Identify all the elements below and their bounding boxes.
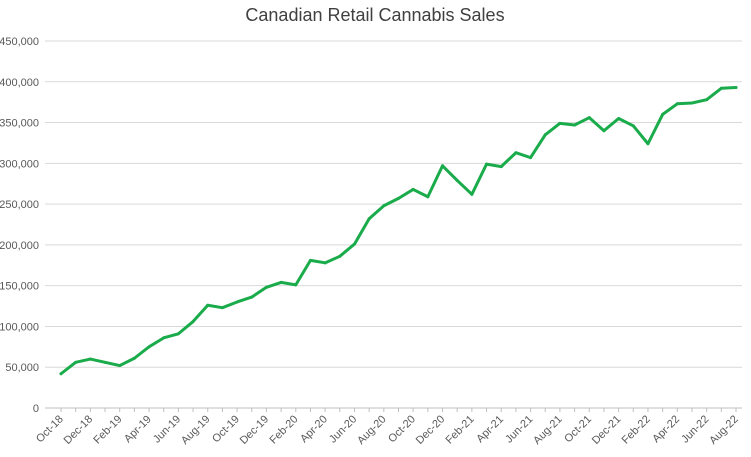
y-tick-label: 350,000: [0, 118, 39, 130]
y-tick-label: 450,000: [0, 36, 39, 48]
data-point: [573, 123, 577, 127]
x-tick-label: Oct-19: [210, 413, 242, 445]
y-tick-label: 400,000: [0, 77, 39, 89]
x-tick-label: Feb-19: [91, 413, 124, 446]
x-tick-label: Apr-21: [474, 413, 506, 445]
data-point: [587, 116, 591, 120]
x-tick-label: Jun-19: [151, 413, 183, 445]
data-point: [294, 283, 298, 287]
data-point: [235, 300, 239, 304]
x-tick-label: Feb-22: [620, 413, 653, 446]
data-point: [352, 242, 356, 246]
data-point: [191, 320, 195, 324]
data-point: [59, 372, 63, 376]
series-line: [59, 85, 738, 376]
data-point: [675, 102, 679, 106]
data-point: [132, 356, 136, 360]
data-point: [441, 164, 445, 168]
x-tick-label: Dec-19: [238, 413, 272, 447]
series: [59, 85, 738, 376]
x-tick-label: Aug-22: [707, 413, 741, 447]
data-point: [661, 112, 665, 116]
data-point: [485, 162, 489, 166]
x-tick-labels: Oct-18Dec-18Feb-19Apr-19Jun-19Aug-19Oct-…: [34, 413, 741, 447]
data-point: [308, 258, 312, 262]
data-point: [529, 156, 533, 160]
data-point: [705, 98, 709, 102]
data-point: [397, 196, 400, 200]
data-point: [162, 336, 166, 340]
y-tick-label: 250,000: [0, 199, 39, 211]
y-tick-label: 50,000: [5, 362, 39, 374]
x-tick-label: Apr-20: [298, 413, 330, 445]
data-point: [734, 85, 738, 89]
data-point: [690, 101, 694, 105]
data-point: [220, 306, 224, 310]
data-point: [543, 133, 547, 137]
data-point: [103, 360, 107, 364]
y-tick-label: 0: [33, 403, 39, 415]
data-point: [499, 165, 503, 169]
y-tick-label: 100,000: [0, 321, 39, 333]
data-point: [338, 254, 342, 258]
x-tick-label: Aug-21: [531, 413, 565, 447]
x-tick-label: Aug-19: [179, 413, 213, 447]
x-tick-label: Dec-20: [414, 413, 448, 447]
axes: [45, 407, 742, 412]
data-point: [264, 285, 268, 289]
x-tick-label: Apr-22: [650, 413, 682, 445]
data-point: [323, 261, 327, 265]
x-tick-label: Jun-22: [679, 413, 711, 445]
data-point: [514, 151, 518, 155]
x-tick-label: Dec-21: [590, 413, 624, 447]
y-tick-label: 300,000: [0, 158, 39, 170]
x-tick-label: Apr-19: [122, 413, 154, 445]
data-point: [118, 364, 122, 368]
data-point: [279, 280, 283, 284]
data-point: [719, 86, 723, 90]
data-point: [176, 332, 180, 336]
x-tick-label: Dec-18: [62, 413, 96, 447]
x-tick-label: Aug-20: [355, 413, 389, 447]
y-tick-label: 150,000: [0, 281, 39, 293]
data-point: [602, 129, 606, 133]
gridlines: [45, 40, 742, 368]
data-point: [426, 195, 430, 199]
x-tick-label: Oct-20: [386, 413, 418, 445]
x-tick-label: Jun-20: [327, 413, 359, 445]
x-tick-label: Feb-20: [267, 413, 300, 446]
x-tick-label: Feb-21: [444, 413, 477, 446]
data-point: [455, 178, 459, 182]
data-point: [367, 217, 371, 221]
chart-title: Canadian Retail Cannabis Sales: [245, 5, 504, 25]
data-point: [558, 121, 562, 125]
data-point: [617, 116, 621, 120]
data-point: [250, 295, 254, 299]
data-point: [631, 124, 635, 128]
data-point: [206, 303, 210, 307]
x-tick-label: Oct-21: [562, 413, 594, 445]
data-point: [74, 360, 78, 364]
data-point: [88, 357, 92, 361]
data-point: [411, 187, 415, 191]
data-point: [382, 204, 386, 208]
x-tick-label: Jun-21: [503, 413, 535, 445]
data-point: [147, 345, 151, 349]
data-point: [646, 142, 650, 146]
x-tick-label: Oct-18: [34, 413, 66, 445]
y-tick-label: 200,000: [0, 240, 39, 252]
data-point: [470, 192, 474, 196]
y-tick-labels: 0 50,000 100,000 150,000 200,000 250,000 300,0…: [0, 36, 39, 415]
